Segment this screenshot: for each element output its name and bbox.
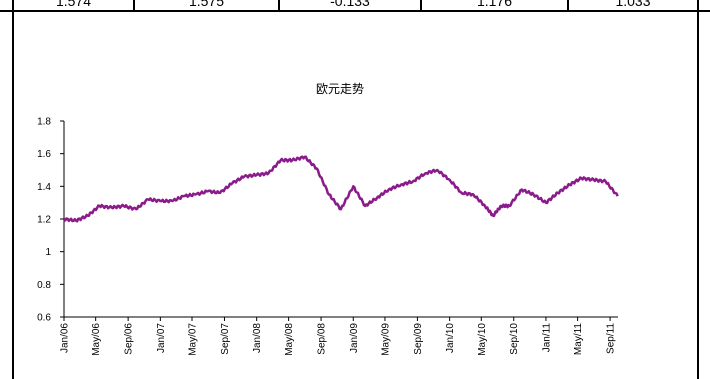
- table-cell: -0.133: [330, 0, 370, 9]
- x-axis-ticks: Jan/06 May/06 Sep/06 Jan/07 May/07 Sep/07 Jan/…: [60, 317, 617, 356]
- x-tick-label: May/10: [477, 323, 488, 356]
- x-tick-label: Jan/07: [156, 323, 167, 353]
- y-tick-label: 1.4: [37, 182, 51, 193]
- x-tick-label: May/06: [91, 323, 102, 356]
- table-cell: 1.033: [615, 0, 651, 9]
- table-cell: 1.575: [188, 0, 225, 9]
- x-tick-label: Sep/08: [317, 323, 328, 355]
- table-column-divider: [567, 0, 569, 12]
- table-column-divider: [133, 0, 135, 12]
- table-column-divider: [420, 0, 422, 12]
- y-tick-label: 1: [45, 247, 51, 258]
- y-axis-ticks: 0.6 0.8 1 1.2 1.4 1.6 1.8: [37, 117, 64, 324]
- x-tick-label: Sep/09: [413, 323, 424, 355]
- x-tick-label: Jan/11: [541, 323, 552, 353]
- x-tick-label: Jan/06: [60, 323, 71, 353]
- frame-left-border: [12, 12, 14, 379]
- x-tick-label: Jan/10: [445, 323, 456, 353]
- y-tick-label: 1.8: [37, 117, 51, 128]
- x-tick-label: May/07: [188, 323, 199, 356]
- x-tick-label: May/08: [284, 323, 295, 356]
- table-column-divider: [12, 0, 14, 12]
- x-tick-label: Jan/08: [252, 323, 263, 353]
- frame-right-border: [697, 12, 699, 379]
- x-tick-label: Sep/11: [606, 323, 617, 354]
- y-tick-label: 0.8: [37, 280, 51, 291]
- chart-title: 欧元走势: [316, 82, 364, 96]
- x-tick-label: Sep/10: [509, 323, 520, 355]
- table-column-divider: [697, 0, 699, 12]
- x-tick-label: May/11: [573, 323, 584, 355]
- x-tick-label: May/09: [380, 323, 391, 356]
- y-tick-label: 0.6: [37, 313, 51, 324]
- table-row: 1.574 1.575 -0.133 1.176 1.033: [0, 0, 710, 12]
- y-tick-label: 1.2: [37, 215, 51, 226]
- euro-series-line: [63, 155, 619, 223]
- table-cell: 1.176: [476, 0, 513, 9]
- table-bottom-border: [0, 10, 710, 12]
- x-tick-label: Sep/06: [124, 323, 135, 355]
- x-tick-label: Jan/09: [349, 323, 360, 353]
- x-tick-label: Sep/07: [220, 323, 231, 355]
- table-cell: 1.574: [55, 0, 92, 9]
- y-tick-label: 1.6: [37, 149, 51, 160]
- table-column-divider: [278, 0, 280, 12]
